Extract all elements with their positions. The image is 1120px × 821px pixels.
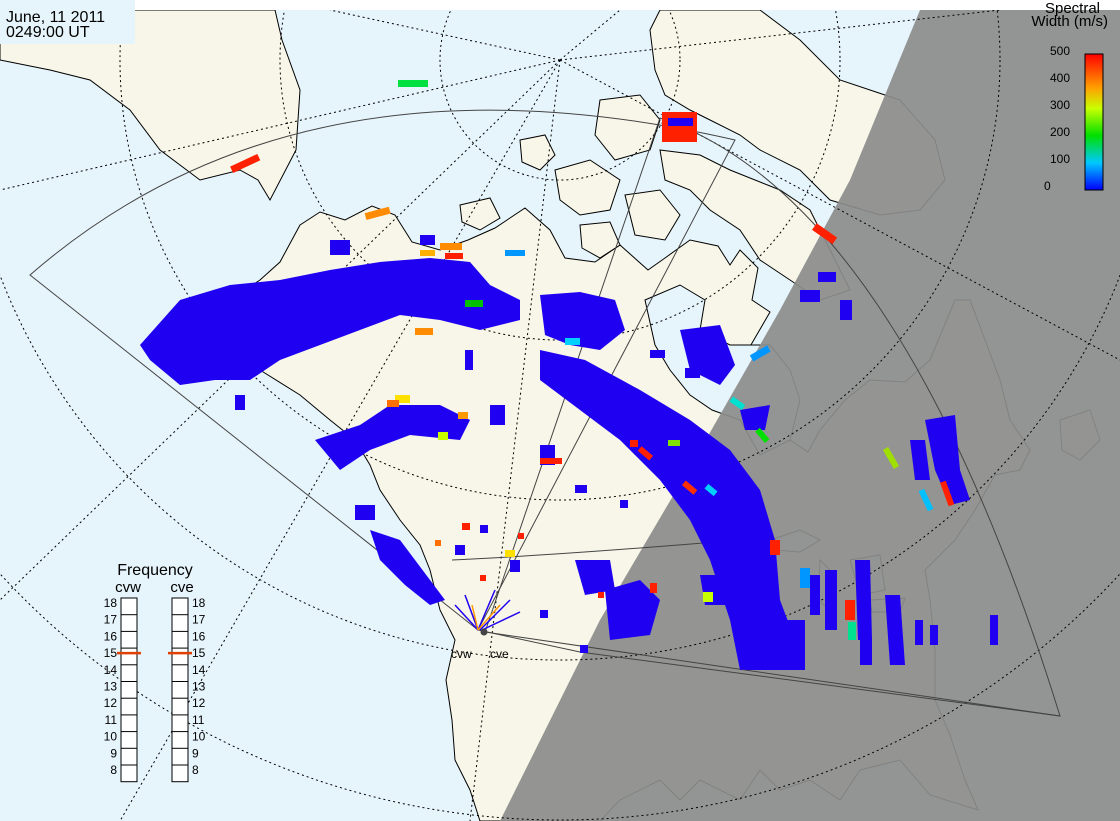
spectral-width-colorbar: Spectral Width (m/s) 500 400 300 200 100… [1031, 0, 1108, 193]
frequency-level-label: 15 [192, 646, 206, 660]
frequency-level-label: 12 [104, 696, 118, 710]
frequency-level-label: 18 [192, 596, 206, 610]
frequency-level-label: 13 [104, 680, 118, 694]
colorbar-gradient [1084, 53, 1104, 191]
site-label-cve: cve [490, 647, 509, 661]
colorbar-title-line2: Width (m/s) [1031, 13, 1108, 30]
frequency-level-label: 9 [192, 746, 199, 760]
frequency-ladder-cve [171, 597, 189, 783]
colorbar-tick: 300 [1050, 98, 1070, 112]
frequency-level-label: 14 [104, 663, 118, 677]
radar-site-marker [480, 628, 488, 636]
frequency-level-label: 17 [104, 613, 118, 627]
date-label: June, 11 2011 [6, 9, 106, 26]
fov-cvw [29, 109, 736, 631]
night-shadow [500, 10, 1120, 821]
arctic-island-1 [594, 94, 661, 161]
frequency-level-label: 10 [104, 730, 118, 744]
frequency-level-label: 13 [192, 680, 206, 694]
colorbar-tick: 100 [1050, 152, 1070, 166]
radar-site-rays [454, 589, 521, 631]
frequency-level-label: 11 [105, 713, 118, 727]
colorbar-tick: 0 [1044, 179, 1051, 193]
title-background [0, 0, 135, 44]
colorbar-tick: 200 [1050, 125, 1070, 139]
frequency-level-label: 11 [192, 713, 205, 727]
frequency-title: Frequency [117, 562, 193, 579]
arctic-island-3 [519, 134, 556, 171]
fov-cve [484, 117, 1061, 717]
frequency-radar-cvw: cvw [115, 579, 141, 596]
frequency-level-label: 18 [104, 596, 118, 610]
siberia-landmass [0, 10, 301, 202]
frequency-level-label: 8 [192, 763, 199, 777]
frequency-radar-cve: cve [170, 579, 193, 596]
frequency-level-label: 12 [192, 696, 206, 710]
frequency-level-label: 15 [104, 646, 118, 660]
arctic-island-5 [624, 189, 681, 241]
arctic-island-6 [579, 221, 621, 259]
arctic-island-4 [459, 197, 501, 231]
arctic-island-2 [554, 159, 621, 216]
colorbar-tick: 400 [1050, 71, 1070, 85]
frequency-level-label: 16 [192, 629, 206, 643]
colorbar-tick: 500 [1050, 44, 1070, 58]
frequency-level-label: 10 [192, 730, 206, 744]
radar-highlight-cells [230, 80, 955, 640]
frequency-level-label: 9 [110, 746, 117, 760]
radar-backscatter [140, 235, 998, 670]
frequency-level-label: 16 [104, 629, 118, 643]
frequency-panel: Frequency cvw cve 18 17 16 15 14 13 12 11 10 9 8 18… [104, 562, 206, 783]
time-label: 0249:00 UT [6, 24, 90, 41]
site-label-cvw: cvw [451, 647, 472, 661]
frequency-level-label: 17 [192, 613, 206, 627]
frequency-level-label: 8 [110, 763, 117, 777]
frequency-ladder-cvw [120, 597, 138, 783]
frequency-level-label: 14 [192, 663, 206, 677]
colorbar-title-line1: Spectral [1045, 0, 1100, 17]
